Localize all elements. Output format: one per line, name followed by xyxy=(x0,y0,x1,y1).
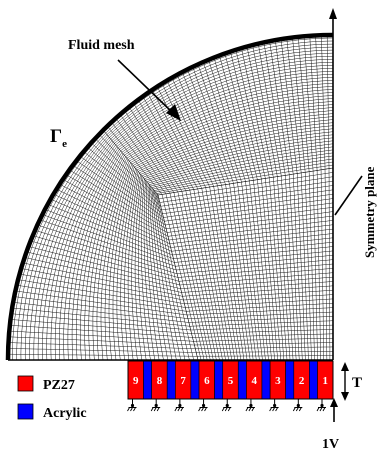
gamma-label: Γe xyxy=(50,126,67,150)
symmetry-plane-pointer xyxy=(334,175,363,216)
electrode-ground-icon xyxy=(198,399,208,412)
thickness-arrow-up-icon xyxy=(341,362,349,371)
acrylic-layer xyxy=(143,360,152,400)
electrode-ground-icon xyxy=(245,399,255,412)
acrylic-layer xyxy=(214,360,224,400)
layer-number: 4 xyxy=(251,375,257,387)
acrylic-layer xyxy=(190,360,200,400)
axis-arrow-icon xyxy=(329,8,337,19)
acrylic-layer xyxy=(261,360,271,400)
thickness-label: T xyxy=(352,375,362,391)
legend-swatch-pz27 xyxy=(17,375,34,392)
legend: PZ27 Acrylic xyxy=(17,375,87,421)
voltage-arrow-icon xyxy=(330,398,338,407)
transducer-stack: 9 8 7 6 5 4 3 2 1 xyxy=(127,360,334,400)
electrode-row xyxy=(127,399,326,412)
acrylic-layer xyxy=(285,360,295,400)
fluid-mesh-region xyxy=(7,34,334,361)
layer-number: 7 xyxy=(180,375,186,387)
electrode-ground-icon xyxy=(269,399,279,412)
legend-label-pz27: PZ27 xyxy=(43,378,75,393)
symmetry-plane-label: Symmetry plane xyxy=(362,166,377,258)
gamma-subscript: e xyxy=(62,138,67,150)
layer-number: 1 xyxy=(323,375,329,387)
acrylic-layer xyxy=(237,360,247,400)
mesh-grid-lines xyxy=(7,34,334,361)
acrylic-layer xyxy=(309,360,318,400)
thickness-arrow-down-icon xyxy=(341,392,349,401)
legend-swatch-acrylic xyxy=(17,403,34,420)
stack-outline xyxy=(127,360,334,400)
electrode-ground-icon xyxy=(221,399,232,412)
legend-label-acrylic: Acrylic xyxy=(43,406,87,421)
layer-number: 8 xyxy=(157,375,163,387)
pointer-arrow-icon xyxy=(166,104,181,121)
electrode-ground-icon xyxy=(316,399,326,412)
voltage-label: 1V xyxy=(322,437,339,452)
electrode-ground-icon xyxy=(292,399,303,412)
layer-number: 2 xyxy=(299,375,305,387)
electrode-ground-icon xyxy=(150,399,161,412)
fluid-mesh-pointer xyxy=(117,59,173,113)
outer-boundary-gamma-e xyxy=(5,32,334,361)
electrode-ground-icon xyxy=(127,399,137,412)
layer-number: 9 xyxy=(133,375,139,387)
fluid-mesh-label: Fluid mesh xyxy=(68,38,135,53)
layer-number: 5 xyxy=(228,375,234,387)
electrode-ground-icon xyxy=(174,399,184,412)
layer-number: 3 xyxy=(275,375,281,387)
acrylic-layer xyxy=(166,360,176,400)
layer-number: 6 xyxy=(204,375,210,387)
